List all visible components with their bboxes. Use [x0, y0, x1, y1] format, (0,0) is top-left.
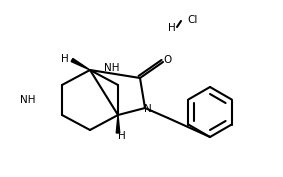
Polygon shape	[71, 58, 90, 70]
Text: O: O	[164, 55, 172, 65]
Text: NH: NH	[104, 63, 120, 73]
Text: H: H	[118, 131, 126, 141]
Text: H: H	[168, 23, 176, 33]
Polygon shape	[116, 115, 120, 133]
Text: NH: NH	[20, 95, 36, 105]
Text: N: N	[144, 104, 152, 114]
Text: H: H	[61, 54, 69, 64]
Text: Cl: Cl	[188, 15, 198, 25]
